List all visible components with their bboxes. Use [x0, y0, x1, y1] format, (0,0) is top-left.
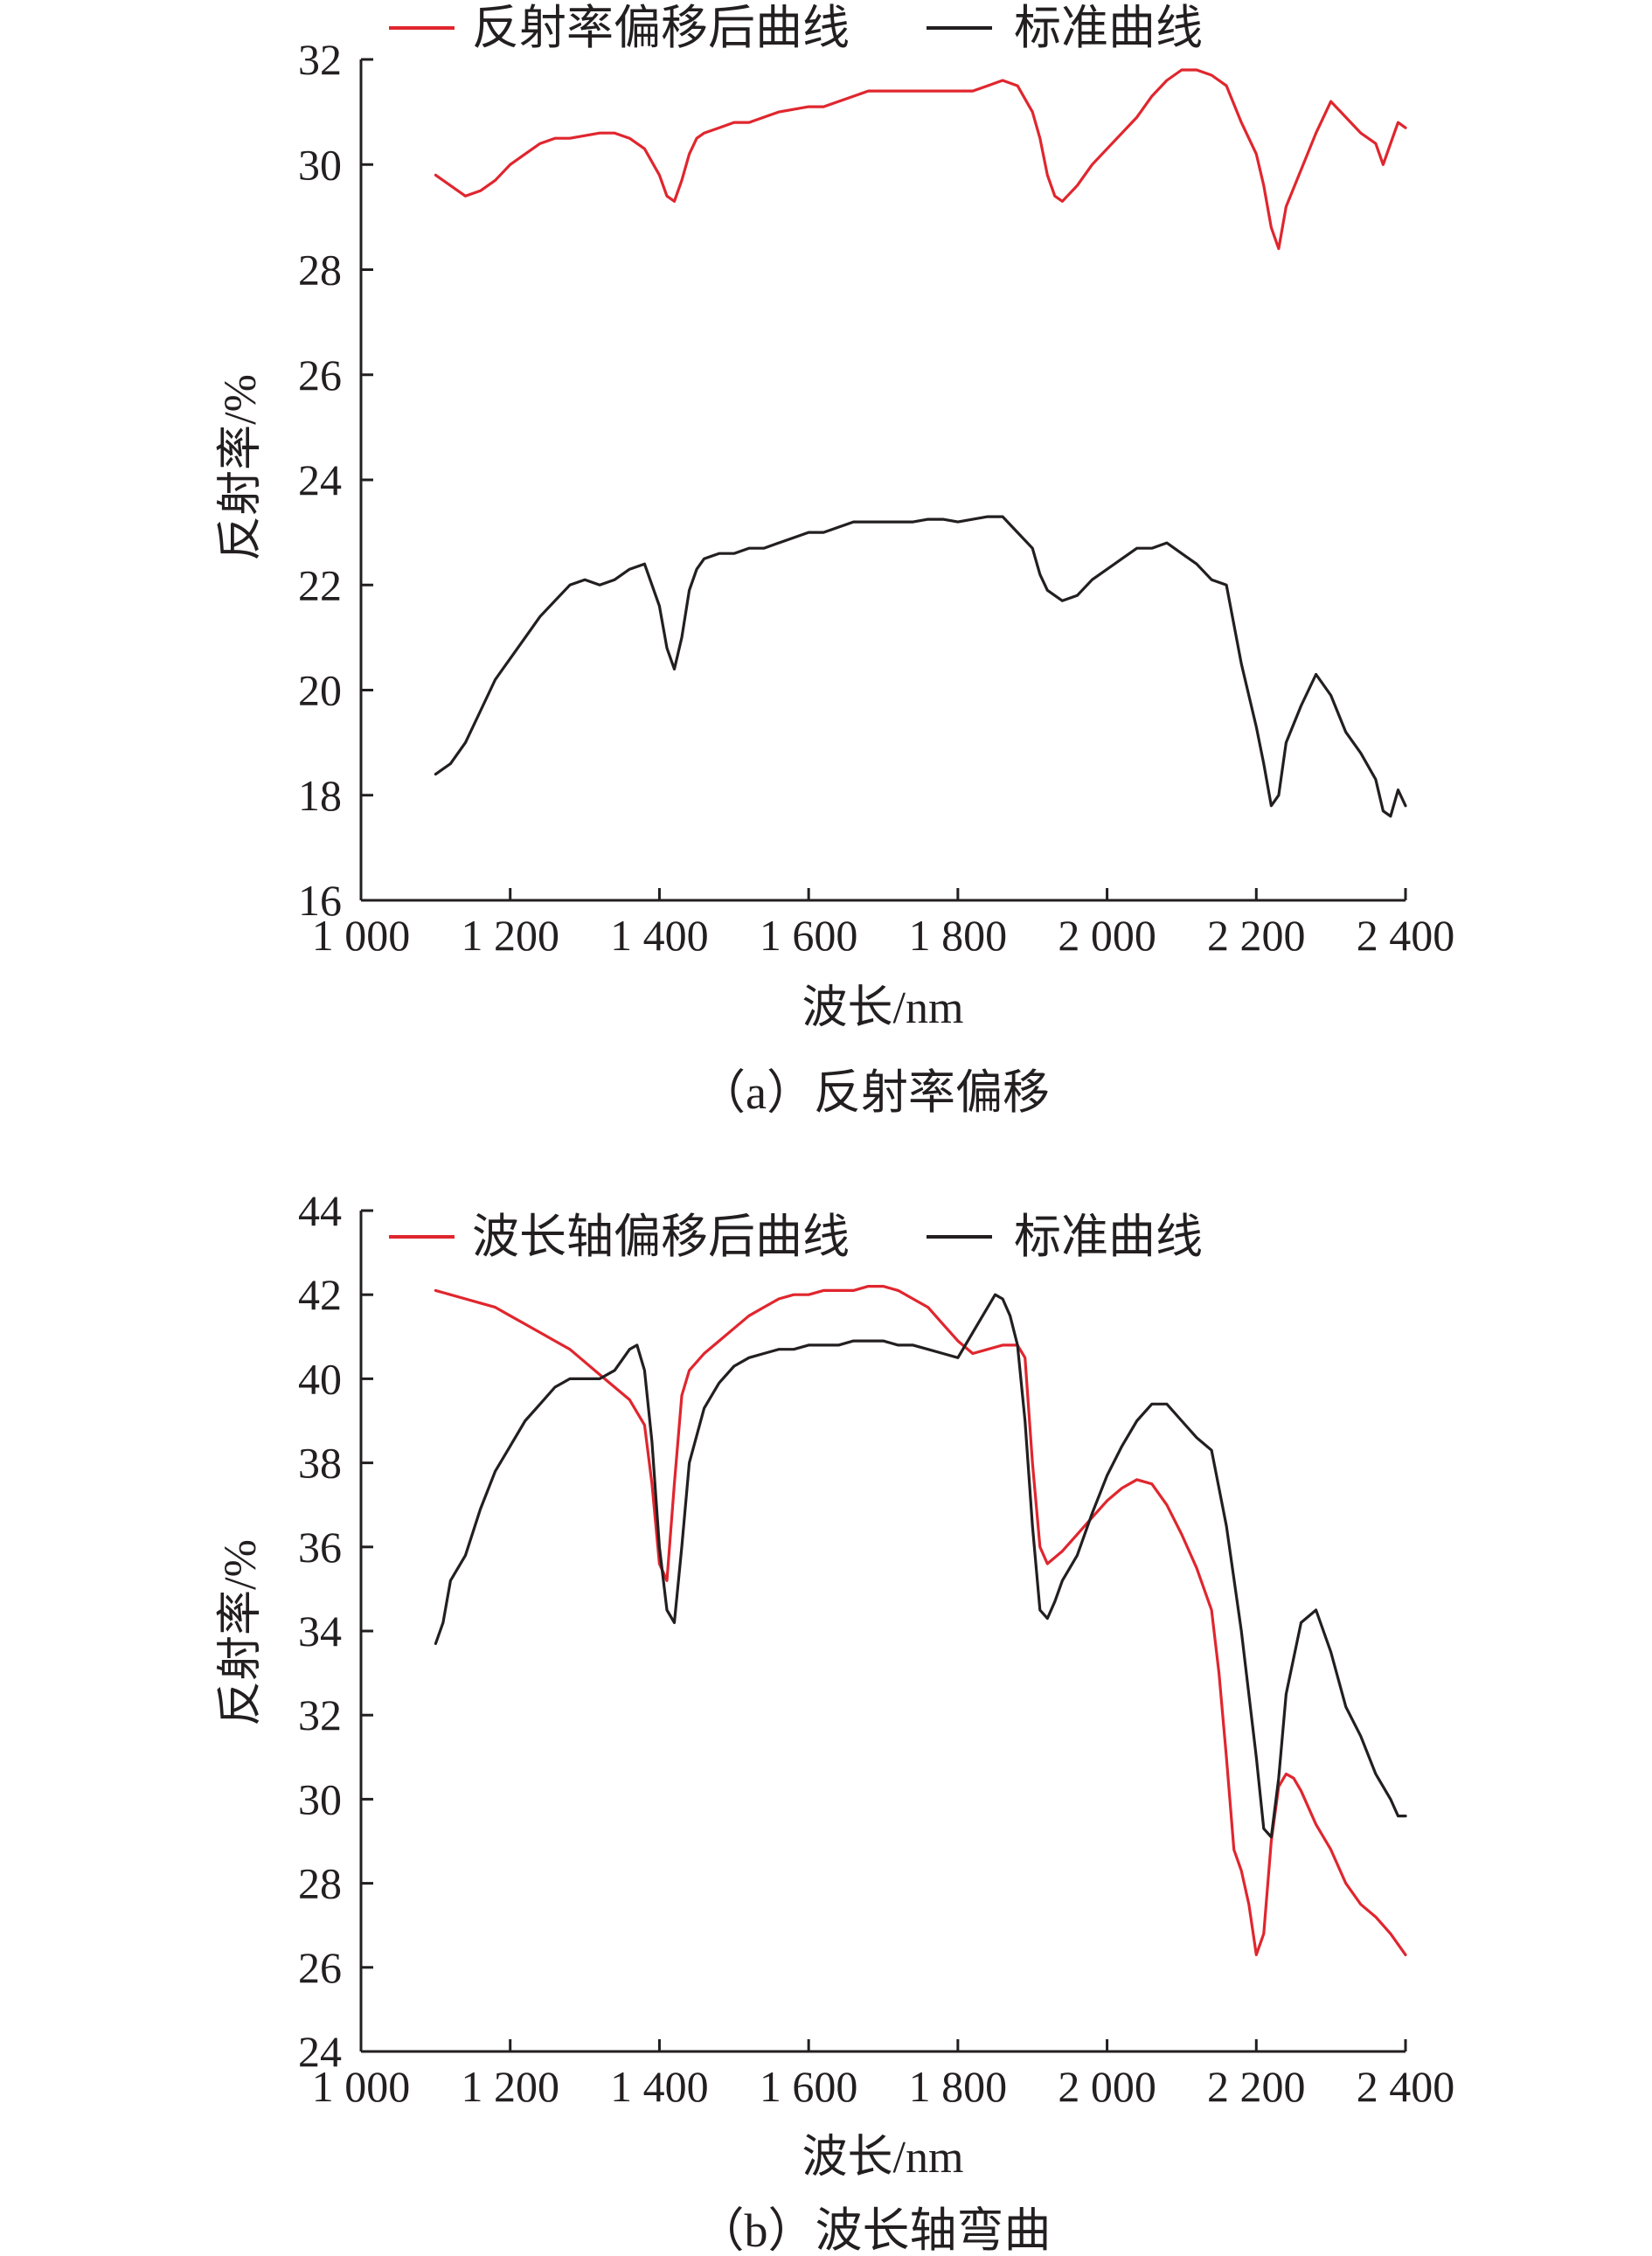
panel-b: 波长轴偏移后曲线 标准曲线 24 26 28 30 32 34 36 38 40 42 44 1 00…	[216, 1186, 1454, 2256]
x-tick-label: 2 200	[1207, 911, 1306, 960]
panel-b-caption: （b）波长轴弯曲	[698, 2204, 1052, 2256]
x-tick-label: 1 200	[461, 2062, 559, 2111]
x-tick-label: 1 000	[312, 911, 411, 960]
y-tick-label: 38	[298, 1439, 342, 1488]
y-tick-label: 16	[298, 876, 342, 925]
panel-a-legend: 反射率偏移后曲线 标准曲线	[389, 2, 1203, 54]
panel-b-legend-label-standard: 标准曲线	[1014, 1211, 1203, 1263]
x-tick-label: 1 600	[760, 2062, 858, 2111]
x-tick-label: 1 800	[909, 911, 1008, 960]
offset-curve-line	[434, 1284, 1407, 1956]
x-tick-label: 2 200	[1207, 2062, 1306, 2111]
x-tick-label: 1 200	[461, 911, 559, 960]
panel-a-caption: （a）反射率偏移	[698, 1066, 1050, 1119]
y-tick-label: 22	[298, 560, 342, 609]
panel-b-xlabel: 波长/nm	[802, 2133, 964, 2183]
y-tick-label: 36	[298, 1523, 342, 1572]
x-tick-label: 1 800	[909, 2062, 1008, 2111]
x-tick-label: 2 000	[1058, 911, 1156, 960]
x-tick-label: 1 000	[312, 2062, 411, 2111]
standard-curve-line	[434, 515, 1407, 818]
offset-curve-line	[434, 68, 1407, 251]
x-tick-label: 2 400	[1357, 2062, 1455, 2111]
x-tick-label: 1 400	[610, 911, 709, 960]
y-tick-label: 32	[298, 1690, 342, 1739]
x-tick-label: 1 600	[760, 911, 858, 960]
panel-b-legend-label-offset: 波长轴偏移后曲线	[472, 1211, 850, 1263]
y-tick-label: 26	[298, 1943, 342, 1992]
y-tick-label: 18	[298, 771, 342, 820]
panel-b-ylabel: 反射率/%	[216, 1539, 266, 1726]
panel-b-series	[434, 1284, 1407, 1956]
y-tick-label: 20	[298, 666, 342, 715]
panel-a: 反射率偏移后曲线 标准曲线 16 18 20 22 24 26 28 30 32 1 000 1 2…	[216, 2, 1454, 1119]
y-tick-label: 24	[298, 455, 342, 504]
y-tick-label: 32	[298, 35, 342, 84]
y-tick-label: 30	[298, 1774, 342, 1823]
x-tick-label: 2 000	[1058, 2062, 1156, 2111]
y-tick-label: 28	[298, 1859, 342, 1908]
panel-a-series	[434, 68, 1407, 818]
y-tick-label: 24	[298, 2027, 342, 2076]
y-tick-label: 30	[298, 140, 342, 189]
panel-a-ylabel: 反射率/%	[216, 374, 266, 561]
y-tick-label: 34	[298, 1607, 342, 1656]
panel-a-legend-label-offset: 反射率偏移后曲线	[472, 2, 850, 54]
panel-a-xlabel: 波长/nm	[802, 983, 964, 1033]
standard-curve-line	[434, 1293, 1407, 1839]
y-tick-label: 44	[298, 1186, 342, 1235]
panel-b-axes: 24 26 28 30 32 34 36 38 40 42 44 1 000 1 200 1 400 1 6…	[298, 1186, 1454, 2111]
y-tick-label: 26	[298, 351, 342, 399]
x-tick-label: 1 400	[610, 2062, 709, 2111]
panel-a-axes: 16 18 20 22 24 26 28 30 32 1 000 1 200 1 400 1 600 1 …	[298, 35, 1454, 960]
panel-a-legend-label-standard: 标准曲线	[1014, 2, 1203, 54]
y-tick-label: 28	[298, 246, 342, 295]
panel-b-legend: 波长轴偏移后曲线 标准曲线	[389, 1211, 1203, 1263]
x-tick-label: 2 400	[1357, 911, 1455, 960]
y-tick-label: 40	[298, 1354, 342, 1403]
y-tick-label: 42	[298, 1270, 342, 1319]
